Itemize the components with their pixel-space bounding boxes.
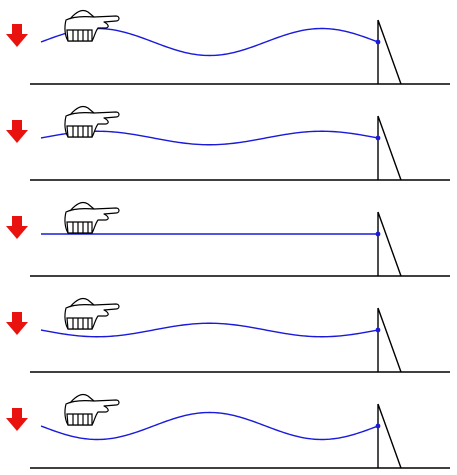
- fixed-end-point: [375, 135, 381, 141]
- red-down-arrow-icon: [6, 24, 28, 47]
- triangular-wall-support-icon: [377, 403, 402, 469]
- rope-wave: [40, 130, 379, 146]
- hand-holding-rope-icon: [64, 393, 120, 426]
- panel-1: [6, 9, 450, 85]
- panel-4: [6, 297, 450, 373]
- fixed-end-point: [375, 423, 381, 429]
- red-down-arrow-icon: [6, 216, 28, 239]
- rope-wave: [40, 411, 379, 441]
- triangular-wall-support-icon: [377, 19, 402, 85]
- triangular-wall-support-icon: [377, 211, 402, 277]
- panel-2: [6, 105, 450, 181]
- red-down-arrow-icon: [6, 120, 28, 143]
- fixed-end-point: [375, 231, 381, 237]
- panel-5: [6, 393, 450, 469]
- hand-holding-rope-icon: [64, 9, 120, 42]
- hand-holding-rope-icon: [64, 201, 120, 234]
- triangular-wall-support-icon: [377, 307, 402, 373]
- fixed-end-point: [375, 327, 381, 333]
- fixed-end-point: [375, 39, 381, 45]
- panel-3: [6, 201, 450, 277]
- rope-wave: [40, 322, 379, 338]
- red-down-arrow-icon: [6, 312, 28, 335]
- triangular-wall-support-icon: [377, 115, 402, 181]
- hand-holding-rope-icon: [64, 297, 120, 330]
- red-down-arrow-icon: [6, 408, 28, 431]
